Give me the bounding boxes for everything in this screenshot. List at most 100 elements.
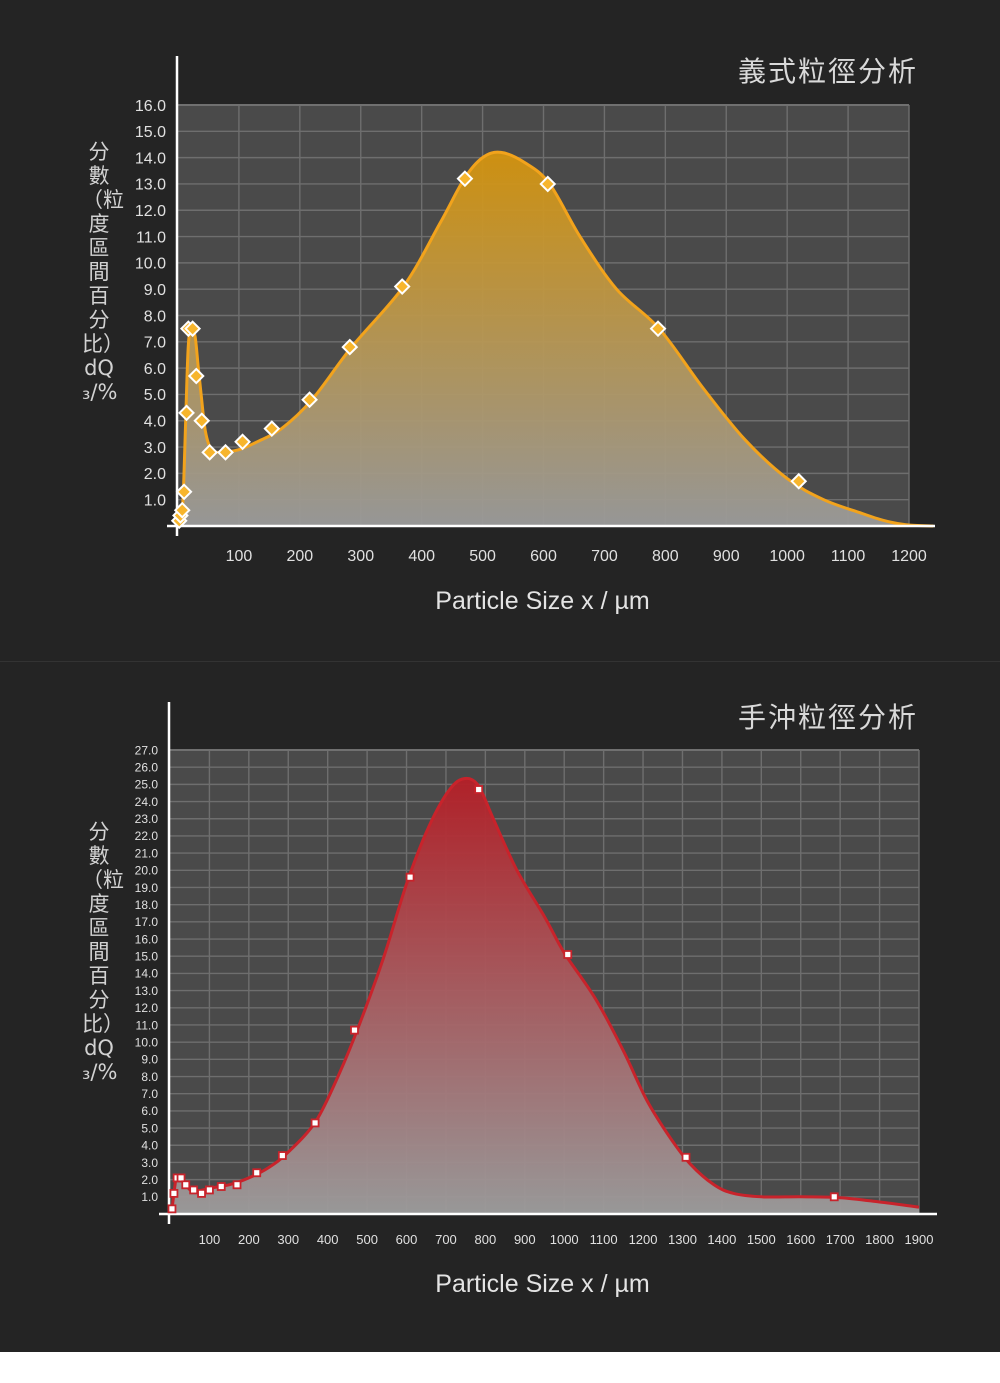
y-tick-label: 22.0 xyxy=(135,829,159,843)
data-point-marker xyxy=(197,1188,206,1198)
y-tick-label: 13.0 xyxy=(135,984,159,998)
data-point-marker xyxy=(217,443,234,461)
chart-plot: 1.0 2.0 3.0 4.0 5.0 6.0 7.0 8.0 9.0 10.0 11.0 12.0 1… xyxy=(135,702,937,1247)
y-tick-label: 6.0 xyxy=(141,1104,158,1118)
x-tick-label: 500 xyxy=(469,548,496,565)
data-point-marker xyxy=(205,1185,214,1195)
data-point-marker xyxy=(474,785,484,794)
data-point-marker xyxy=(252,1168,262,1178)
data-point-marker xyxy=(175,483,193,501)
y-tick-label: 9.0 xyxy=(141,1053,158,1067)
data-point-marker xyxy=(201,443,219,461)
data-point-marker xyxy=(681,1152,691,1162)
data-point-marker xyxy=(350,1025,359,1035)
y-tick-label: 25.0 xyxy=(135,778,159,792)
data-point-marker xyxy=(216,1182,226,1191)
data-point-marker xyxy=(277,1151,287,1160)
data-point-marker xyxy=(189,1185,199,1195)
y-tick-label: 20.0 xyxy=(135,864,159,878)
x-tick-label: 900 xyxy=(713,548,740,565)
y-tick-label: 19.0 xyxy=(135,881,159,895)
data-point-marker xyxy=(790,472,808,490)
x-tick-label: 1800 xyxy=(865,1232,894,1247)
x-tick-label: 900 xyxy=(514,1232,536,1247)
data-point-marker xyxy=(173,501,191,519)
data-point-marker xyxy=(178,404,195,422)
x-tick-label: 400 xyxy=(408,548,435,565)
y-tick-label: 16.0 xyxy=(135,98,166,115)
y-tick-label: 11.0 xyxy=(136,1018,159,1032)
x-tick-label: 800 xyxy=(475,1232,497,1247)
y-tick-label: 4.0 xyxy=(141,1139,158,1153)
y-tick-label: 17.0 xyxy=(135,915,159,929)
x-axis-label: Particle Size x / µm xyxy=(435,587,650,615)
y-tick-label: 3.0 xyxy=(144,440,166,457)
y-tick-label: 27.0 xyxy=(135,743,159,757)
x-tick-label: 1400 xyxy=(707,1232,736,1247)
y-tick-label: 8.0 xyxy=(144,308,166,325)
data-point-marker xyxy=(393,278,411,295)
y-tick-label: 18.0 xyxy=(135,898,159,912)
x-tick-label: 1600 xyxy=(786,1232,815,1247)
y-tick-label: 23.0 xyxy=(135,812,159,826)
x-tick-label: 200 xyxy=(238,1232,260,1247)
x-tick-label: 700 xyxy=(435,1232,457,1247)
x-tick-label: 400 xyxy=(317,1232,339,1247)
y-tick-label: 10.0 xyxy=(135,1035,159,1049)
y-tick-label: 15.0 xyxy=(135,124,166,141)
y-tick-label: 6.0 xyxy=(144,361,166,378)
y-tick-label: 13.0 xyxy=(135,177,166,194)
y-tick-label: 5.0 xyxy=(141,1121,158,1135)
data-point-marker xyxy=(456,170,474,188)
y-tick-label: 12.0 xyxy=(135,1001,159,1015)
y-tick-label: 8.0 xyxy=(141,1070,158,1084)
data-point-marker xyxy=(539,175,557,193)
x-tick-label: 1300 xyxy=(668,1232,697,1247)
y-tick-label: 5.0 xyxy=(144,387,166,404)
y-tick-label: 10.0 xyxy=(135,256,166,273)
y-tick-label: 7.0 xyxy=(141,1087,158,1101)
x-tick-label: 1700 xyxy=(826,1232,855,1247)
data-point-marker xyxy=(181,1180,191,1190)
chart-title: 手沖粒徑分析 xyxy=(737,701,918,734)
area-fill xyxy=(178,152,934,526)
y-tick-label: 11.0 xyxy=(136,229,166,246)
y-axis-label: 分數（粒度區間百分比） dQ₃/% xyxy=(82,140,124,404)
y-tick-label: 12.0 xyxy=(135,203,166,220)
y-tick-label: 4.0 xyxy=(144,414,166,431)
y-tick-label: 7.0 xyxy=(144,335,166,352)
data-point-marker xyxy=(232,1180,242,1190)
x-tick-label: 500 xyxy=(356,1232,378,1247)
x-tick-label: 300 xyxy=(277,1232,299,1247)
data-point-marker xyxy=(169,1188,179,1198)
y-tick-label: 1.0 xyxy=(144,492,166,509)
x-tick-label: 300 xyxy=(347,548,374,565)
y-tick-label: 21.0 xyxy=(135,846,159,860)
x-axis-label: Particle Size x / µm xyxy=(435,1270,650,1298)
y-tick-label: 15.0 xyxy=(135,950,159,964)
data-point-marker xyxy=(829,1192,839,1202)
data-point-marker xyxy=(263,420,281,438)
y-tick-label: 16.0 xyxy=(135,932,159,946)
y-tick-label: 9.0 xyxy=(144,282,166,299)
data-point-marker xyxy=(193,412,211,430)
data-point-marker xyxy=(341,338,359,356)
data-point-marker xyxy=(234,433,251,451)
x-tick-label: 1000 xyxy=(550,1232,579,1247)
chart-title: 義式粒徑分析 xyxy=(737,55,918,88)
data-point-marker xyxy=(405,872,415,882)
y-tick-label: 2.0 xyxy=(141,1173,158,1187)
data-point-marker xyxy=(184,320,202,338)
data-point-marker xyxy=(176,1173,186,1183)
y-tick-label: 2.0 xyxy=(144,466,166,483)
chart-plot: 1.0 2.0 3.0 4.0 5.0 6.0 7.0 8.0 9.0 10.0 11.0 12.0 1… xyxy=(135,56,935,565)
y-tick-label: 24.0 xyxy=(135,795,159,809)
y-tick-label: 3.0 xyxy=(141,1156,158,1170)
y-tick-label: 14.0 xyxy=(135,967,159,981)
chart-panel-pourover: 手沖粒徑分析 分數（粒度區間百分比） dQ₃/% 1.0 2.0 3.0 4.0 5.0… xyxy=(0,662,1000,1352)
x-tick-label: 1500 xyxy=(747,1232,776,1247)
x-tick-label: 1100 xyxy=(831,548,866,565)
x-tick-label: 1900 xyxy=(905,1232,934,1247)
x-tick-label: 100 xyxy=(199,1232,221,1247)
data-point-marker xyxy=(167,1204,177,1214)
